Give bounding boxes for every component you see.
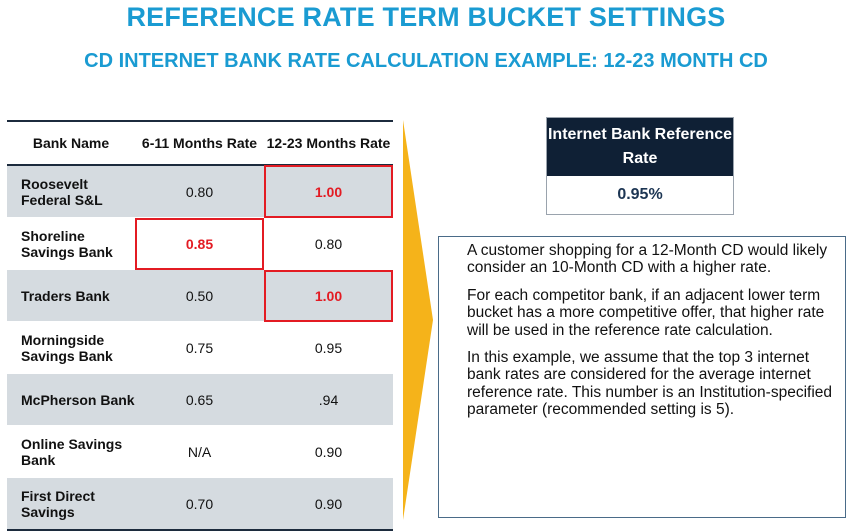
table-row: Roosevelt Federal S&L 0.80 1.00 <box>7 164 393 218</box>
explanation-paragraph: In this example, we assume that the top … <box>467 349 833 419</box>
table-row: Online Savings Bank N/A 0.90 <box>7 425 393 478</box>
rate-12-23-highlighted: 1.00 <box>264 269 393 322</box>
rate-12-23: 0.90 <box>264 477 393 531</box>
table-row: First Direct Savings 0.70 0.90 <box>7 477 393 531</box>
explanation-paragraph: A customer shopping for a 12-Month CD wo… <box>467 242 828 277</box>
rate-6-11-highlighted: 0.85 <box>135 217 264 270</box>
explanation-box: A customer shopping for a 12-Month CD wo… <box>438 236 846 518</box>
table-row: McPherson Bank 0.65 .94 <box>7 373 393 426</box>
rate-6-11: 0.70 <box>135 477 264 531</box>
reference-rate-value: 0.95% <box>617 186 663 203</box>
table-header-row: Bank Name 6-11 Months Rate 12-23 Months … <box>7 120 393 166</box>
bank-name: Shoreline Savings Bank <box>7 217 135 270</box>
rate-12-23: 0.80 <box>264 217 393 270</box>
rate-table: Bank Name 6-11 Months Rate 12-23 Months … <box>7 120 393 531</box>
bank-name: First Direct Savings <box>7 477 135 531</box>
column-header-6-11: 6-11 Months Rate <box>135 120 264 166</box>
explanation-paragraph: For each competitor bank, if an adjacent… <box>467 286 825 339</box>
bank-name: Online Savings Bank <box>7 425 135 478</box>
bank-name: Morningside Savings Bank <box>7 321 135 374</box>
bank-name: Traders Bank <box>7 269 135 322</box>
table-row: Traders Bank 0.50 1.00 <box>7 269 393 322</box>
page-title: REFERENCE RATE TERM BUCKET SETTINGS <box>126 2 726 32</box>
reference-rate-label: Internet Bank Reference Rate <box>547 118 733 176</box>
rate-12-23: .94 <box>264 373 393 426</box>
rate-12-23-highlighted: 1.00 <box>264 164 393 218</box>
rate-6-11: N/A <box>135 425 264 478</box>
column-header-12-23: 12-23 Months Rate <box>264 120 393 166</box>
page-subtitle: CD INTERNET BANK RATE CALCULATION EXAMPL… <box>84 50 768 72</box>
rate-6-11: 0.65 <box>135 373 264 426</box>
rate-6-11: 0.50 <box>135 269 264 322</box>
rate-6-11: 0.80 <box>135 164 264 218</box>
reference-rate-box: Internet Bank Reference Rate 0.95% <box>546 117 734 215</box>
rate-6-11: 0.75 <box>135 321 264 374</box>
table-row: Shoreline Savings Bank 0.85 0.80 <box>7 217 393 270</box>
bank-name: Roosevelt Federal S&L <box>7 164 135 218</box>
rate-12-23: 0.95 <box>264 321 393 374</box>
chevron-arrow-icon <box>403 120 433 520</box>
bank-name: McPherson Bank <box>7 373 135 426</box>
column-header-bank: Bank Name <box>7 120 135 166</box>
table-row: Morningside Savings Bank 0.75 0.95 <box>7 321 393 374</box>
rate-12-23: 0.90 <box>264 425 393 478</box>
